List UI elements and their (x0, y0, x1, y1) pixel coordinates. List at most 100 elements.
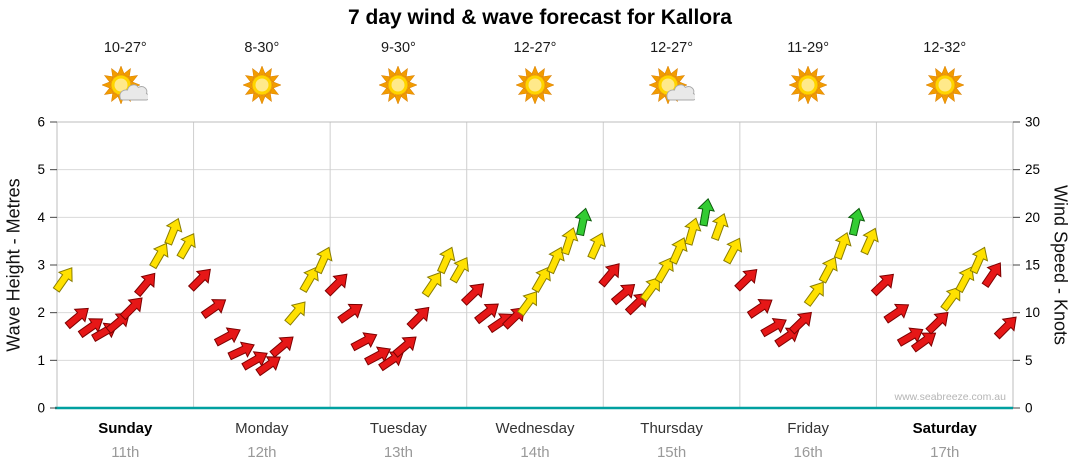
sun-icon (512, 64, 558, 106)
svg-text:2: 2 (37, 305, 45, 320)
wind-arrow (910, 332, 937, 353)
wind-arrow (803, 281, 824, 307)
wind-arrow (818, 256, 838, 284)
day-name-label: Saturday (912, 420, 977, 437)
wind-arrow (574, 207, 593, 237)
wind-arrow (883, 303, 910, 324)
day-name-label: Friday (787, 420, 829, 437)
sun-icon (375, 64, 421, 106)
watermark: www.seabreeze.com.au (894, 391, 1007, 403)
wind-arrow (406, 306, 430, 330)
svg-text:5: 5 (1025, 353, 1033, 368)
wind-arrow (746, 299, 773, 319)
wind-arrow (847, 207, 866, 237)
wind-arrow (213, 327, 241, 347)
wind-arrow (52, 267, 73, 293)
day-temp-range: 12-27° (513, 40, 557, 56)
wind-arrow (561, 227, 579, 256)
day-temp-range: 11-29° (787, 40, 830, 56)
svg-text:25: 25 (1025, 162, 1040, 177)
wind-arrow (350, 332, 378, 352)
wind-arrow (925, 311, 949, 335)
day-date-label: 12th (247, 444, 277, 461)
day-name-label: Sunday (98, 420, 153, 437)
wind-arrow (598, 263, 620, 288)
svg-text:30: 30 (1025, 115, 1040, 130)
wind-arrow (149, 242, 169, 270)
wind-arrow (255, 356, 281, 377)
svg-text:4: 4 (37, 210, 45, 225)
svg-text:0: 0 (37, 401, 45, 416)
wind-arrow (723, 237, 743, 265)
wind-arrow (896, 327, 924, 347)
sun-cloud-icon (101, 64, 151, 106)
day-date-label: 13th (383, 444, 414, 461)
wind-arrow (474, 303, 499, 325)
day-date-label: 17th (930, 444, 960, 461)
wind-arrow (760, 317, 787, 338)
wind-arrow (227, 341, 255, 361)
sun-cloud-icon (647, 64, 697, 106)
wind-arrow (133, 272, 156, 298)
day-name-label: Wednesday (495, 420, 575, 437)
right-axis-label: Wind Speed - Knots (1050, 184, 1071, 346)
day-temp-range: 9-30° (381, 40, 416, 56)
wind-arrow (833, 231, 852, 260)
svg-text:0: 0 (1025, 401, 1033, 416)
wind-arrow (531, 266, 551, 294)
sun-icon (785, 64, 831, 106)
wind-arrow (546, 246, 565, 275)
day-temp-range: 10-27° (103, 40, 147, 56)
svg-text:10: 10 (1025, 305, 1040, 320)
wind-arrow (639, 276, 660, 303)
wind-arrow (284, 301, 306, 326)
wind-arrow (119, 297, 143, 321)
wind-arrow (654, 256, 674, 284)
wind-arrow (460, 283, 485, 306)
wind-arrow (299, 266, 319, 294)
wind-arrow (421, 271, 442, 298)
wind-arrow (870, 273, 894, 297)
svg-text:15: 15 (1025, 258, 1040, 273)
day-date-label: 14th (520, 444, 550, 461)
wind-arrow (610, 284, 636, 306)
day-name-label: Tuesday (369, 420, 427, 437)
wind-arrow (860, 227, 879, 256)
sun-icon (239, 64, 285, 106)
wind-arrow (337, 303, 363, 324)
wind-arrow (697, 197, 715, 227)
wind-arrow (955, 266, 975, 294)
page-title: 7 day wind & wave forecast for Kallora (348, 6, 732, 29)
wind-arrow (436, 246, 456, 275)
wind-arrow (187, 268, 211, 292)
svg-text:6: 6 (37, 115, 45, 130)
wind-arrow (734, 268, 758, 292)
wind-arrow (669, 237, 688, 265)
wind-arrow (587, 232, 606, 260)
left-axis-label: Wave Height - Metres (3, 178, 24, 352)
wind-arrow (993, 316, 1017, 340)
wind-arrow (241, 351, 268, 371)
wind-arrow (710, 212, 729, 241)
day-date-label: 11th (111, 444, 140, 461)
wind-arrow (164, 217, 183, 246)
day-temp-range: 8-30° (244, 40, 280, 56)
wind-arrow (324, 273, 348, 297)
wind-arrow (516, 291, 537, 317)
wind-arrow (64, 307, 89, 330)
svg-text:5: 5 (37, 162, 45, 177)
wind-arrow (269, 336, 294, 358)
svg-text:3: 3 (37, 258, 45, 273)
wind-arrow (200, 299, 227, 320)
wind-arrow (314, 246, 333, 275)
wind-arrow (684, 217, 702, 246)
wind-arrow (969, 246, 989, 275)
day-date-label: 16th (793, 444, 823, 461)
day-temp-range: 12-32° (923, 40, 967, 56)
sun-icon (922, 64, 968, 106)
wind-arrow (392, 336, 417, 358)
day-name-label: Thursday (640, 420, 703, 437)
